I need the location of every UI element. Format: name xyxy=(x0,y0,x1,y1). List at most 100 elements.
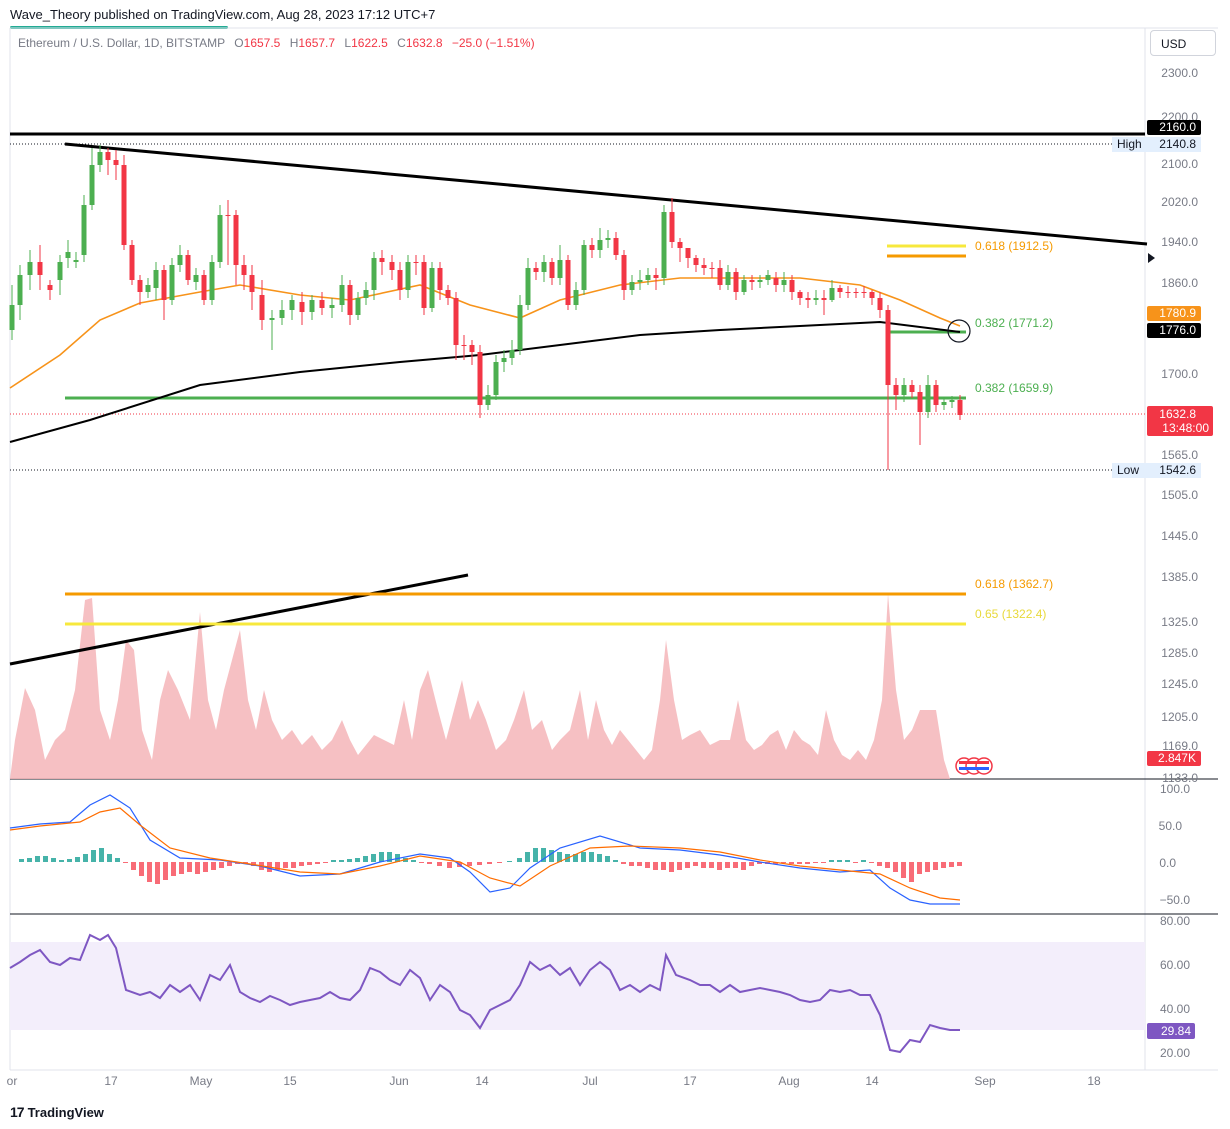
candle-body xyxy=(789,280,795,292)
macd-hist-bar xyxy=(387,852,392,862)
candle-body xyxy=(193,275,199,282)
rsi-axis[interactable]: 80.00 60.00 40.00 20.00 xyxy=(1160,914,1190,1060)
candle-body xyxy=(81,205,87,255)
macd-hist-bar xyxy=(605,856,610,862)
flag-stripe xyxy=(959,767,969,770)
descending-trendline[interactable] xyxy=(64,142,1148,246)
tradingview-logo[interactable]: 17 TradingView xyxy=(10,1104,104,1120)
ema-tag xyxy=(1147,306,1201,321)
candle-body xyxy=(525,268,531,305)
candle-body xyxy=(909,385,915,392)
candle-body xyxy=(89,165,95,205)
macd-hist-bar xyxy=(179,862,184,874)
ohlc-change: −25.0 (−1.51%) xyxy=(451,36,535,50)
candle-body xyxy=(397,270,403,290)
candle-body xyxy=(709,268,715,269)
candle-body xyxy=(453,298,459,345)
fib-label-382-lower: 0.382 (1659.9) xyxy=(975,381,1053,395)
candle-body xyxy=(413,262,419,263)
candle-body xyxy=(749,280,755,282)
price-axis[interactable]: 2300.0 2200.0 2100.0 2020.0 1940.0 1860.… xyxy=(1161,66,1198,785)
macd-hist-bar xyxy=(131,862,136,870)
macd-hist-bar xyxy=(901,862,906,878)
candle-body xyxy=(621,255,627,290)
candle-body xyxy=(845,292,851,293)
macd-hist-bar xyxy=(701,862,706,868)
sma200-line xyxy=(9,320,961,443)
macd-hist-bar xyxy=(331,860,336,862)
macd-hist-bar xyxy=(203,862,208,872)
macd-hist-bar xyxy=(211,862,216,870)
ohlc-low: 1622.5 xyxy=(351,36,388,50)
candle-body xyxy=(549,262,555,278)
macd-hist-bar xyxy=(861,860,866,862)
macd-hist-bar xyxy=(477,862,482,865)
candle-body xyxy=(557,260,563,278)
macd-hist-bar xyxy=(741,862,746,870)
candle-body xyxy=(813,298,819,300)
macd-hist-bar xyxy=(645,862,650,868)
high-value: 2140.8 xyxy=(1159,137,1196,151)
price-tick: 1700.0 xyxy=(1161,367,1198,381)
candle-body xyxy=(597,240,603,250)
level-2160-tag xyxy=(1147,120,1201,135)
macd-hist-bar xyxy=(541,848,546,862)
candle-body xyxy=(741,280,747,292)
candle-body xyxy=(829,288,835,300)
candle-body xyxy=(533,268,539,272)
macd-hist-bar xyxy=(797,862,802,864)
candle-body xyxy=(877,298,883,310)
time-tick: or xyxy=(7,1074,18,1088)
candle-body xyxy=(893,385,899,395)
candle-body xyxy=(355,298,361,315)
candle-body xyxy=(339,285,345,305)
macd-hist-bar xyxy=(447,862,452,868)
candle-body xyxy=(869,292,875,298)
macd-hist-bar xyxy=(123,862,128,863)
candle-body xyxy=(105,152,111,160)
low-value: 1542.6 xyxy=(1159,463,1196,477)
chart-canvas[interactable]: 0.618 (1912.5) 0.382 (1771.2) 0.382 (165… xyxy=(0,0,1230,1100)
candle-body xyxy=(445,290,451,298)
macd-hist-bar xyxy=(371,854,376,862)
time-axis[interactable]: or 17 May 15 Jun 14 Jul 17 Aug 14 Sep 18 xyxy=(7,1074,1101,1088)
candle-body xyxy=(717,268,723,285)
rsi-tick: 60.00 xyxy=(1160,958,1190,972)
macd-hist-bar xyxy=(525,852,530,862)
macd-hist-bar xyxy=(283,862,288,868)
macd-hist-bar xyxy=(437,862,442,866)
macd-hist-bar xyxy=(941,862,946,868)
candle-body xyxy=(161,270,167,300)
candle-body xyxy=(319,300,325,308)
price-tick: 2100.0 xyxy=(1161,157,1198,171)
fib-label-65-lower: 0.65 (1322.4) xyxy=(975,607,1046,621)
time-tick: Jun xyxy=(389,1074,408,1088)
candle-body xyxy=(805,298,811,300)
fib-label-618-upper: 0.618 (1912.5) xyxy=(975,239,1053,253)
macd-hist-bar xyxy=(363,856,368,862)
macd-hist-bar xyxy=(497,862,502,863)
macd-hist-bar xyxy=(869,862,874,863)
macd-hist-bar xyxy=(323,862,328,863)
rsi-tick: 20.00 xyxy=(1160,1046,1190,1060)
flag-stripe xyxy=(979,767,989,770)
macd-hist-bar xyxy=(733,862,738,868)
macd-hist-bar xyxy=(573,854,578,862)
currency-button[interactable]: USD xyxy=(1150,30,1216,56)
rsi-tick: 40.00 xyxy=(1160,1002,1190,1016)
candle-body xyxy=(269,318,275,320)
macd-axis[interactable]: 100.0 50.0 0.0 −50.0 xyxy=(1159,782,1191,907)
candle-body xyxy=(129,245,135,280)
economic-events-icons[interactable] xyxy=(955,757,993,775)
ascending-trendline[interactable] xyxy=(9,573,469,666)
candle-body xyxy=(821,298,827,300)
candle-body xyxy=(405,262,411,290)
candle-body xyxy=(9,305,15,330)
macd-hist-bar xyxy=(637,862,642,866)
us-flag-event-icon[interactable] xyxy=(975,757,993,775)
time-tick: 17 xyxy=(104,1074,118,1088)
candle-body xyxy=(637,280,643,282)
candle-body xyxy=(941,402,947,405)
macd-hist-bar xyxy=(709,862,714,868)
candle-body xyxy=(733,272,739,292)
